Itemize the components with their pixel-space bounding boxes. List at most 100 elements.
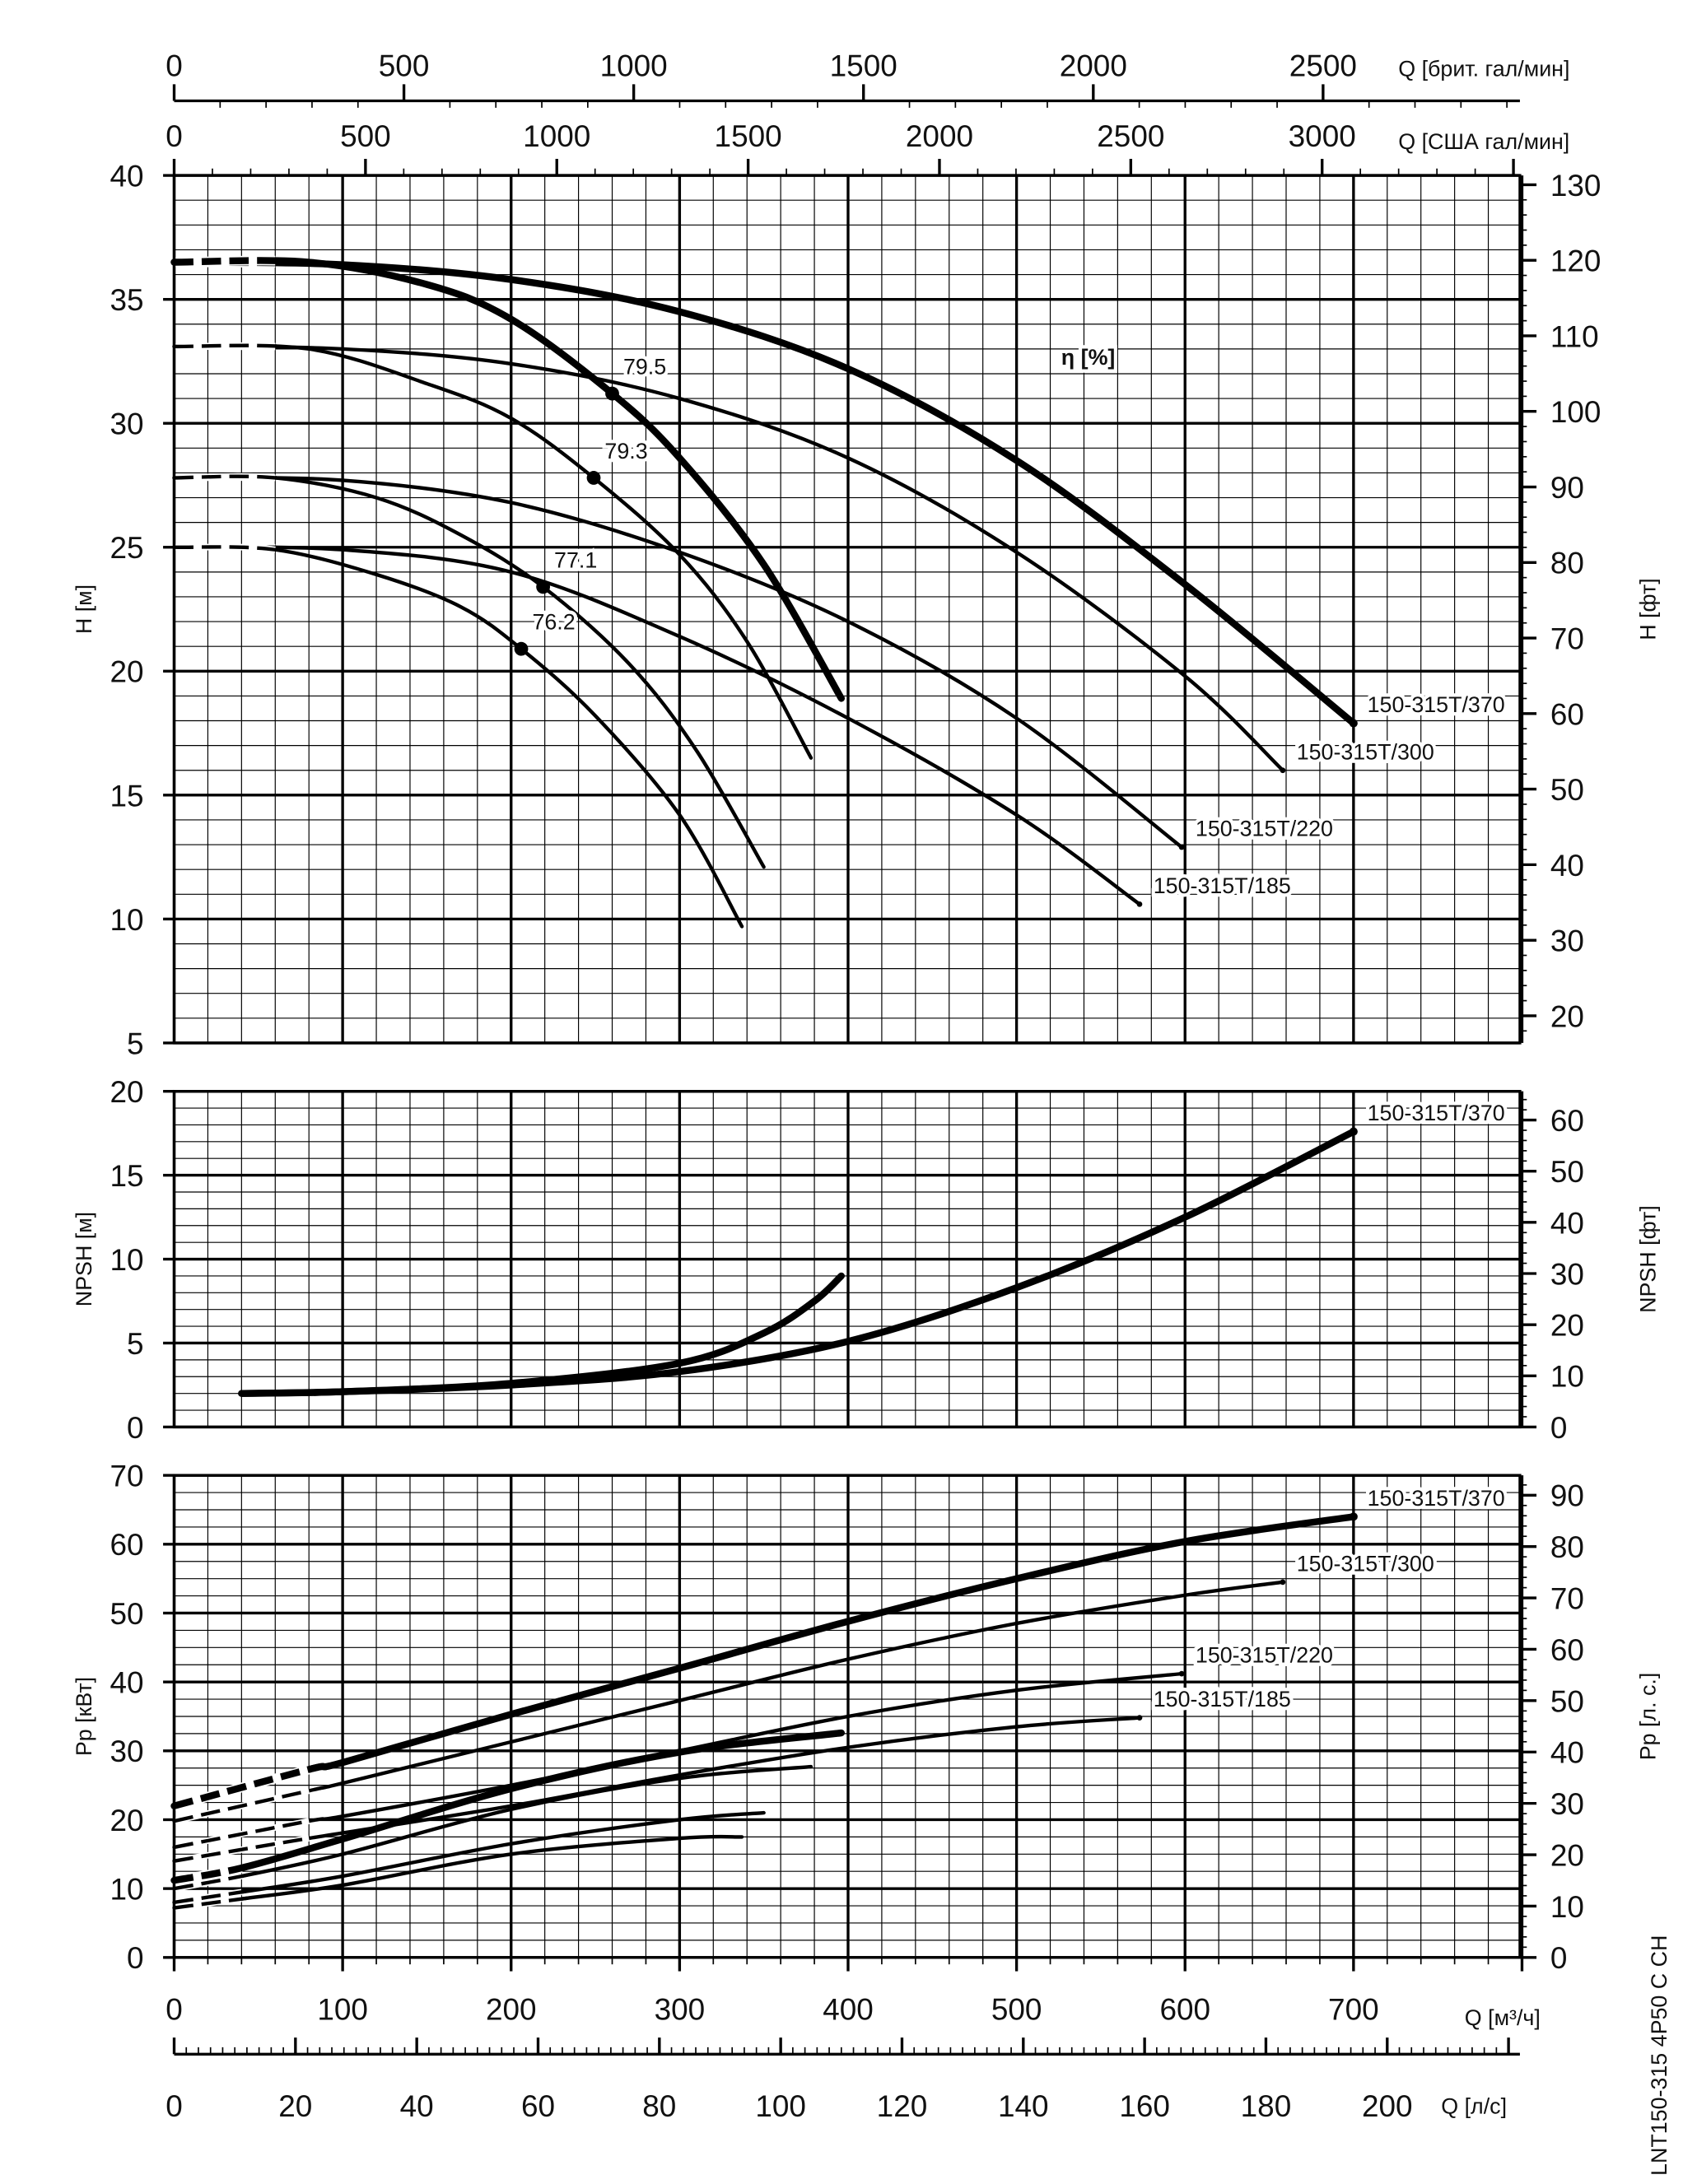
curve-end-marker	[1136, 1715, 1143, 1721]
y-tick-label: 0	[127, 1941, 144, 1975]
y-tick-label: 40	[110, 1666, 144, 1700]
curve-end-marker	[1136, 901, 1143, 907]
y-tick-label: 70	[110, 1460, 144, 1493]
curve-dashed-segment	[174, 258, 1356, 726]
y-right-tick-label: 50	[1550, 1155, 1584, 1189]
curve-npsh-1	[238, 1272, 845, 1397]
us-gpm-tick-label: 3000	[1289, 119, 1356, 153]
y-right-tick-label: 50	[1550, 773, 1584, 807]
curve-label: 150-315T/370	[1368, 692, 1505, 717]
y-right-tick-label: 50	[1550, 1684, 1584, 1718]
curve-head-150315T300	[172, 344, 1285, 772]
y-right-tick-label: 40	[1550, 849, 1584, 882]
curve-end-marker	[1349, 1127, 1358, 1136]
ls-axis-title: Q [л/с]	[1441, 2093, 1507, 2118]
y-right-tick-label: 40	[1550, 1736, 1584, 1770]
efficiency-label: 76.2	[532, 610, 575, 635]
y-tick-label: 10	[110, 1243, 144, 1277]
curve-head-4	[170, 257, 845, 702]
curve-end-marker	[1178, 844, 1185, 850]
efficiency-point	[514, 641, 529, 656]
imp-gpm-tick-label: 2000	[1060, 49, 1127, 82]
us-gpm-tick-label: 2500	[1097, 119, 1164, 153]
y-axis-title: H [м]	[72, 584, 96, 634]
y-tick-label: 5	[127, 1027, 144, 1060]
ls-tick-label: 0	[166, 2089, 183, 2123]
curve-label: 150-315T/220	[1196, 817, 1333, 841]
ls-tick-label: 120	[877, 2089, 928, 2123]
imp-gpm-tick-label: 0	[166, 49, 183, 82]
ls-tick-label: 140	[998, 2089, 1049, 2123]
y-tick-label: 15	[110, 1159, 144, 1193]
us-gpm-tick-label: 0	[166, 119, 183, 153]
axes	[163, 84, 1537, 2056]
curve-power-150315T300	[172, 1580, 1285, 1823]
curve-mask	[174, 474, 1184, 850]
y-right-axis-title: NPSH [фт]	[1635, 1205, 1660, 1313]
imp-gpm-tick-label: 2500	[1289, 49, 1357, 82]
curve-mask	[174, 543, 1142, 907]
y-right-tick-label: 100	[1550, 395, 1601, 429]
labels: 5101520253035402030405060708090100110120…	[72, 49, 1671, 2176]
us-gpm-axis-title: Q [США гал/мин]	[1398, 129, 1569, 154]
y-tick-label: 25	[110, 531, 144, 565]
curve-label: 150-315T/300	[1297, 739, 1434, 764]
curve-power-150315T185	[172, 1716, 1142, 1863]
y-axis-title: Pp [кВт]	[72, 1677, 96, 1756]
y-right-tick-label: 30	[1550, 924, 1584, 958]
efficiency-label: 77.1	[554, 547, 597, 572]
y-right-tick-label: 20	[1550, 1838, 1584, 1872]
y-right-axis-title: H [фт]	[1635, 578, 1660, 640]
y-right-tick-label: 0	[1550, 1941, 1568, 1975]
x-tick-label: 400	[823, 1992, 874, 2026]
y-right-axis-title: Pp [л. с.]	[1635, 1673, 1660, 1761]
y-right-tick-label: 20	[1550, 1309, 1584, 1343]
ls-tick-label: 180	[1241, 2089, 1292, 2123]
y-right-tick-label: 0	[1550, 1411, 1568, 1445]
y-tick-label: 20	[110, 1804, 144, 1837]
y-right-tick-label: 10	[1550, 1360, 1584, 1394]
imp-gpm-tick-label: 500	[379, 49, 430, 82]
x-tick-label: 700	[1328, 1992, 1379, 2026]
y-tick-label: 0	[127, 1411, 144, 1445]
x-tick-label: 600	[1159, 1992, 1210, 2026]
curve-end-marker	[1349, 719, 1358, 728]
ls-tick-label: 100	[755, 2089, 806, 2123]
y-right-tick-label: 30	[1550, 1787, 1584, 1821]
curve-head-150315T220	[172, 476, 1184, 850]
y-axis-title: NPSH [м]	[72, 1212, 96, 1306]
efficiency-point	[586, 471, 601, 485]
curve-end-marker	[1280, 1579, 1286, 1586]
curve-dashed-segment	[174, 1764, 812, 1891]
efficiency-label: 79.3	[604, 439, 647, 463]
ls-tick-label: 60	[521, 2089, 555, 2123]
curve-npsh-150315T370	[238, 1128, 1358, 1397]
y-right-tick-label: 20	[1550, 999, 1584, 1033]
efficiency-point	[605, 386, 619, 401]
curves	[170, 255, 1358, 1912]
efficiency-point	[536, 580, 551, 594]
curve-head-5	[172, 343, 814, 760]
efficiency-annotation: η [%]	[1061, 345, 1116, 370]
curve-head-7	[172, 545, 744, 929]
y-tick-label: 30	[110, 1735, 144, 1768]
y-right-tick-label: 40	[1550, 1206, 1584, 1240]
y-right-tick-label: 60	[1550, 1104, 1584, 1138]
y-right-tick-label: 80	[1550, 1530, 1584, 1564]
us-gpm-tick-label: 1500	[715, 119, 782, 153]
y-right-tick-label: 110	[1550, 319, 1599, 353]
model-code: LNT150-315 4P50 C CH	[1647, 1935, 1671, 2176]
imp-gpm-tick-label: 1000	[600, 49, 668, 82]
y-tick-label: 20	[110, 655, 144, 689]
curve-label: 150-315T/370	[1368, 1101, 1505, 1125]
curve-label: 150-315T/300	[1297, 1551, 1434, 1576]
y-tick-label: 10	[110, 1873, 144, 1907]
y-right-tick-label: 120	[1550, 244, 1601, 278]
curve-dashed-segment	[173, 1729, 842, 1884]
y-right-tick-label: 70	[1550, 622, 1584, 655]
y-right-tick-label: 90	[1550, 471, 1584, 505]
plot-frame	[172, 174, 1522, 1045]
y-right-tick-label: 30	[1550, 1257, 1584, 1291]
us-gpm-tick-label: 2000	[906, 119, 973, 153]
y-tick-label: 30	[110, 407, 144, 441]
